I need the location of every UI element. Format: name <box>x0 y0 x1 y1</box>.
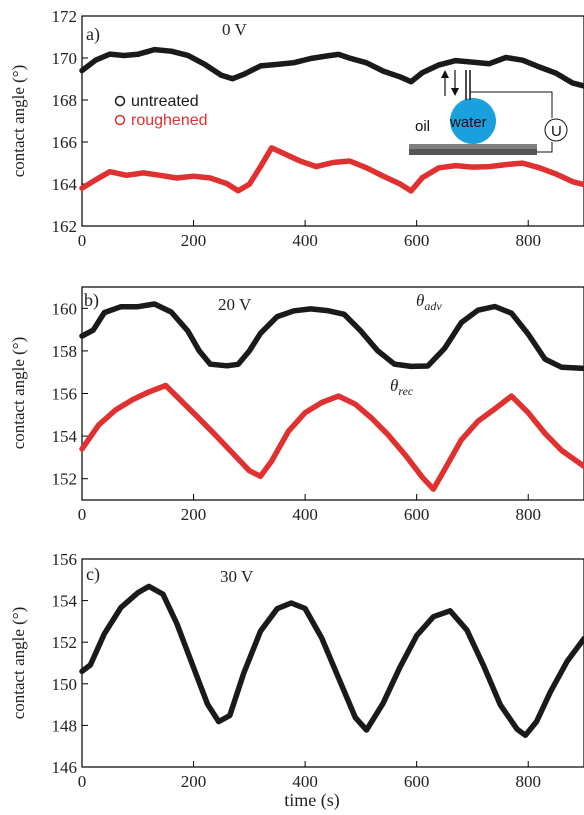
panel-c: c) 30 V contact angle (°) time (s) 0 200 4… <box>9 550 584 811</box>
series-untreated <box>79 46 584 89</box>
panel-c-y-tick-label: 150 <box>52 675 78 694</box>
panel-c-y-axis-label: contact angle (°) <box>9 607 28 720</box>
theta-advancing-label: θadv <box>416 291 442 313</box>
panel-b-y-tick-label: 156 <box>52 385 78 404</box>
panel-b-y-axis-label: contact angle (°) <box>9 337 28 450</box>
panel-a-y-axis-label: contact angle (°) <box>9 65 28 178</box>
series-untreated <box>79 301 584 372</box>
panel-b-x-tick-label: 200 <box>181 505 207 524</box>
panel-b-y-tick-label: 158 <box>52 342 78 361</box>
panel-c-series <box>79 583 584 739</box>
inset-wire <box>470 91 553 118</box>
x-axis-label: time (s) <box>284 790 340 811</box>
panel-c-y-tick-label: 154 <box>52 592 78 611</box>
panel-a-x-tick-label: 0 <box>78 231 87 250</box>
legend-roughened-marker <box>114 114 126 126</box>
panel-b-ticks: 0 200 400 600 800 152 154 156 158 160 <box>52 299 541 524</box>
panel-a-series <box>79 46 584 194</box>
panel-c-x-tick-label: 600 <box>404 772 430 791</box>
panel-a-y-tick-label: 170 <box>52 49 78 68</box>
panel-a-label: a) <box>86 24 100 45</box>
series-untreated <box>79 583 584 739</box>
panel-b-y-tick-label: 154 <box>52 427 78 446</box>
panel-a-y-tick-label: 166 <box>52 133 78 152</box>
series-roughened <box>79 382 584 492</box>
inset-substrate <box>409 144 537 149</box>
panel-a-x-tick-label: 800 <box>515 231 541 250</box>
panel-c-x-tick-label: 800 <box>515 772 541 791</box>
panel-c-ticks: 0 200 400 600 800 146 148 150 152 154 156 <box>52 550 541 791</box>
inset-electrode <box>409 149 537 155</box>
panel-c-y-tick-label: 156 <box>52 550 78 569</box>
panel-a-y-tick-label: 164 <box>52 175 78 194</box>
panel-b-x-tick-label: 400 <box>292 505 318 524</box>
panel-c-plot-frame <box>81 558 584 768</box>
panel-a-y-tick-label: 172 <box>52 7 78 26</box>
panel-b-x-tick-label: 600 <box>404 505 430 524</box>
panel-a-voltage-annotation: 0 V <box>222 20 247 39</box>
panel-b: b) 20 V contact angle (°) 0 200 400 600 800 1… <box>9 286 584 524</box>
panel-b-x-tick-label: 0 <box>78 505 87 524</box>
inset-voltage-label: U <box>551 123 562 140</box>
legend-untreated-marker <box>114 95 126 107</box>
panel-b-y-tick-label: 152 <box>52 470 78 489</box>
legend-roughened-label: roughened <box>131 112 208 129</box>
inset-oil-label: oil <box>415 118 430 135</box>
inset-wire <box>537 142 553 153</box>
panel-b-series <box>79 301 584 492</box>
inset-up-arrow-head <box>441 70 449 78</box>
inset-down-arrow-head <box>451 88 459 96</box>
panel-c-x-tick-label: 400 <box>292 772 318 791</box>
panel-a-plot-frame <box>81 15 584 227</box>
legend: untreated roughened <box>114 93 208 129</box>
inset-water-label: water <box>449 114 487 131</box>
panel-a-x-tick-label: 600 <box>404 231 430 250</box>
panel-b-plot-frame <box>81 286 584 501</box>
panel-a-x-tick-label: 400 <box>292 231 318 250</box>
panel-b-y-tick-label: 160 <box>52 299 78 318</box>
inset-voltage-source <box>544 118 568 142</box>
inset-water-droplet <box>450 98 496 144</box>
panel-b-label: b) <box>84 290 99 311</box>
panel-a-ticks: 0 200 400 600 800 162 164 166 168 170 172 <box>52 7 541 250</box>
panel-c-y-tick-label: 152 <box>52 633 78 652</box>
legend-untreated-label: untreated <box>131 93 199 110</box>
panel-c-y-tick-label: 146 <box>52 758 78 777</box>
panel-a-y-tick-label: 168 <box>52 91 78 110</box>
series-roughened <box>79 145 584 194</box>
panel-b-x-tick-label: 800 <box>515 505 541 524</box>
inset-schematic: water oil U <box>409 70 568 155</box>
panel-a-x-tick-label: 200 <box>181 231 207 250</box>
panel-c-voltage-annotation: 30 V <box>220 567 254 586</box>
theta-receding-label: θrec <box>390 376 414 398</box>
panel-c-x-tick-label: 200 <box>181 772 207 791</box>
panel-a: a) 0 V contact angle (°) 0 200 400 600 800 16… <box>9 7 584 250</box>
panel-a-y-tick-label: 162 <box>52 217 78 236</box>
panel-b-voltage-annotation: 20 V <box>218 295 252 314</box>
panel-c-y-tick-label: 148 <box>52 716 78 735</box>
panel-c-x-tick-label: 0 <box>78 772 87 791</box>
panel-c-label: c) <box>86 564 100 585</box>
